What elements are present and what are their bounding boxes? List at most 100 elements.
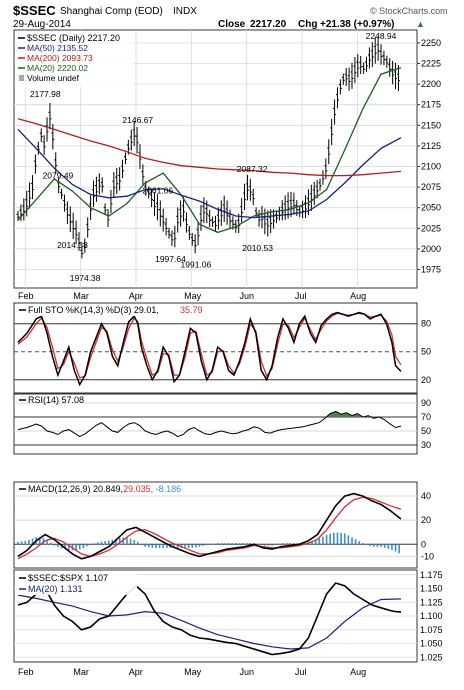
- macd-histogram-bar: [286, 543, 288, 544]
- macd-histogram-bar: [148, 544, 150, 547]
- rsi-legend: RSI(14) 57.08: [28, 395, 84, 405]
- macd-histogram-bar: [93, 543, 95, 544]
- macd-histogram-bar: [195, 544, 197, 547]
- macd-tick-label: 20: [421, 515, 431, 525]
- symbol-title: $SSEC: [13, 3, 56, 18]
- macd-histogram-bar: [57, 544, 59, 547]
- ratio-legend: $SSEC:$SPX 1.107: [28, 573, 108, 583]
- y-tick-label: 2025: [421, 223, 441, 233]
- ratio-tick-label: 1.025: [420, 652, 443, 662]
- legend-ma200: MA(200) 2093.73: [27, 53, 93, 63]
- price-annotation: 1974.38: [70, 273, 101, 283]
- macd-histogram-bar: [387, 544, 389, 548]
- y-tick-label: 2125: [421, 141, 441, 151]
- macd-histogram-bar: [155, 544, 157, 548]
- legend-ma20: MA(20) 2220.02: [27, 63, 88, 73]
- macd-histogram-bar: [250, 543, 252, 544]
- rsi-tick-label: 30: [421, 440, 431, 450]
- month-label: Jul: [295, 667, 307, 677]
- macd-histogram-bar: [282, 543, 284, 544]
- macd-histogram-bar: [340, 533, 342, 544]
- ratio-tick-label: 1.150: [420, 584, 443, 594]
- macd-histogram-bar: [398, 544, 400, 553]
- sto-tick-label: 20: [421, 375, 431, 385]
- ratio-tick-label: 1.075: [420, 625, 443, 635]
- macd-histogram-bar: [162, 544, 164, 548]
- month-label: May: [184, 667, 202, 677]
- macd-histogram-bar: [279, 544, 281, 545]
- macd-legend: MACD(12,26,9) 20.849,29.035, -8.186: [28, 484, 181, 494]
- macd-histogram-bar: [213, 544, 215, 545]
- month-label: May: [184, 291, 202, 301]
- y-tick-label: 2250: [421, 38, 441, 48]
- macd-histogram-bar: [333, 533, 335, 545]
- macd-histogram-bar: [79, 544, 81, 549]
- macd-histogram-bar: [395, 544, 397, 551]
- month-label: Apr: [129, 291, 143, 301]
- macd-histogram-bar: [362, 543, 364, 544]
- macd-histogram-bar: [235, 543, 237, 544]
- macd-histogram-bar: [260, 544, 262, 545]
- month-label: Aug: [350, 291, 366, 301]
- macd-histogram-bar: [152, 544, 154, 547]
- macd-histogram-bar: [322, 537, 324, 545]
- price-annotation: 2079.49: [43, 170, 74, 180]
- macd-histogram-bar: [377, 544, 379, 547]
- macd-histogram-bar: [329, 534, 331, 545]
- macd-histogram-bar: [86, 544, 88, 546]
- y-tick-label: 2075: [421, 182, 441, 192]
- macd-histogram-bar: [246, 543, 248, 544]
- macd-histogram-bar: [217, 543, 219, 544]
- macd-histogram-bar: [50, 543, 52, 545]
- macd-histogram-bar: [373, 544, 375, 547]
- macd-histogram-bar: [289, 543, 291, 544]
- macd-histogram-bar: [348, 535, 350, 544]
- legend-volume: Volume undef: [27, 73, 80, 83]
- month-label: Jun: [239, 291, 254, 301]
- y-tick-label: 2200: [421, 79, 441, 89]
- ratio-ma-legend: MA(20) 1.131: [28, 584, 83, 594]
- y-tick-label: 2050: [421, 203, 441, 213]
- macd-histogram-bar: [159, 544, 161, 548]
- month-label: Jul: [295, 291, 307, 301]
- macd-histogram-bar: [21, 541, 23, 544]
- ratio-tick-label: 1.100: [420, 611, 443, 621]
- macd-histogram-bar: [337, 532, 339, 544]
- macd-histogram-bar: [83, 544, 85, 548]
- macd-histogram-bar: [54, 544, 56, 545]
- close-label: Close: [218, 19, 246, 30]
- y-tick-label: 2150: [421, 120, 441, 130]
- macd-histogram-bar: [369, 544, 371, 546]
- macd-histogram-bar: [380, 544, 382, 547]
- price-annotation: 2146.67: [122, 115, 153, 125]
- month-label: Apr: [129, 667, 143, 677]
- macd-histogram-bar: [191, 544, 193, 547]
- ratio-tick-label: 1.125: [420, 597, 443, 607]
- rsi-tick-label: 90: [421, 398, 431, 408]
- macd-histogram-bar: [220, 543, 222, 544]
- macd-histogram-bar: [202, 544, 204, 546]
- rsi-tick-label: 70: [421, 412, 431, 422]
- macd-histogram-bar: [351, 537, 353, 544]
- macd-histogram-bar: [384, 544, 386, 547]
- month-label: Mar: [73, 291, 89, 301]
- sto-tick-label: 50: [421, 347, 431, 357]
- month-label: Mar: [73, 667, 89, 677]
- macd-histogram-bar: [231, 543, 233, 544]
- price-annotation: 2014.38: [57, 240, 88, 250]
- y-tick-label: 1975: [421, 265, 441, 275]
- macd-histogram-bar: [228, 543, 230, 544]
- month-label: Jun: [239, 667, 254, 677]
- y-tick-label: 2225: [421, 58, 441, 68]
- price-annotation: 2061.06: [142, 186, 173, 196]
- macd-histogram-bar: [199, 544, 201, 547]
- macd-histogram-bar: [271, 544, 273, 545]
- macd-histogram-bar: [224, 543, 226, 544]
- month-label: Feb: [18, 667, 34, 677]
- macd-histogram-bar: [358, 541, 360, 544]
- month-label: Aug: [350, 667, 366, 677]
- price-annotation: 2087.32: [237, 164, 268, 174]
- macd-histogram-bar: [137, 542, 139, 545]
- chg-label: Chg: [298, 19, 317, 30]
